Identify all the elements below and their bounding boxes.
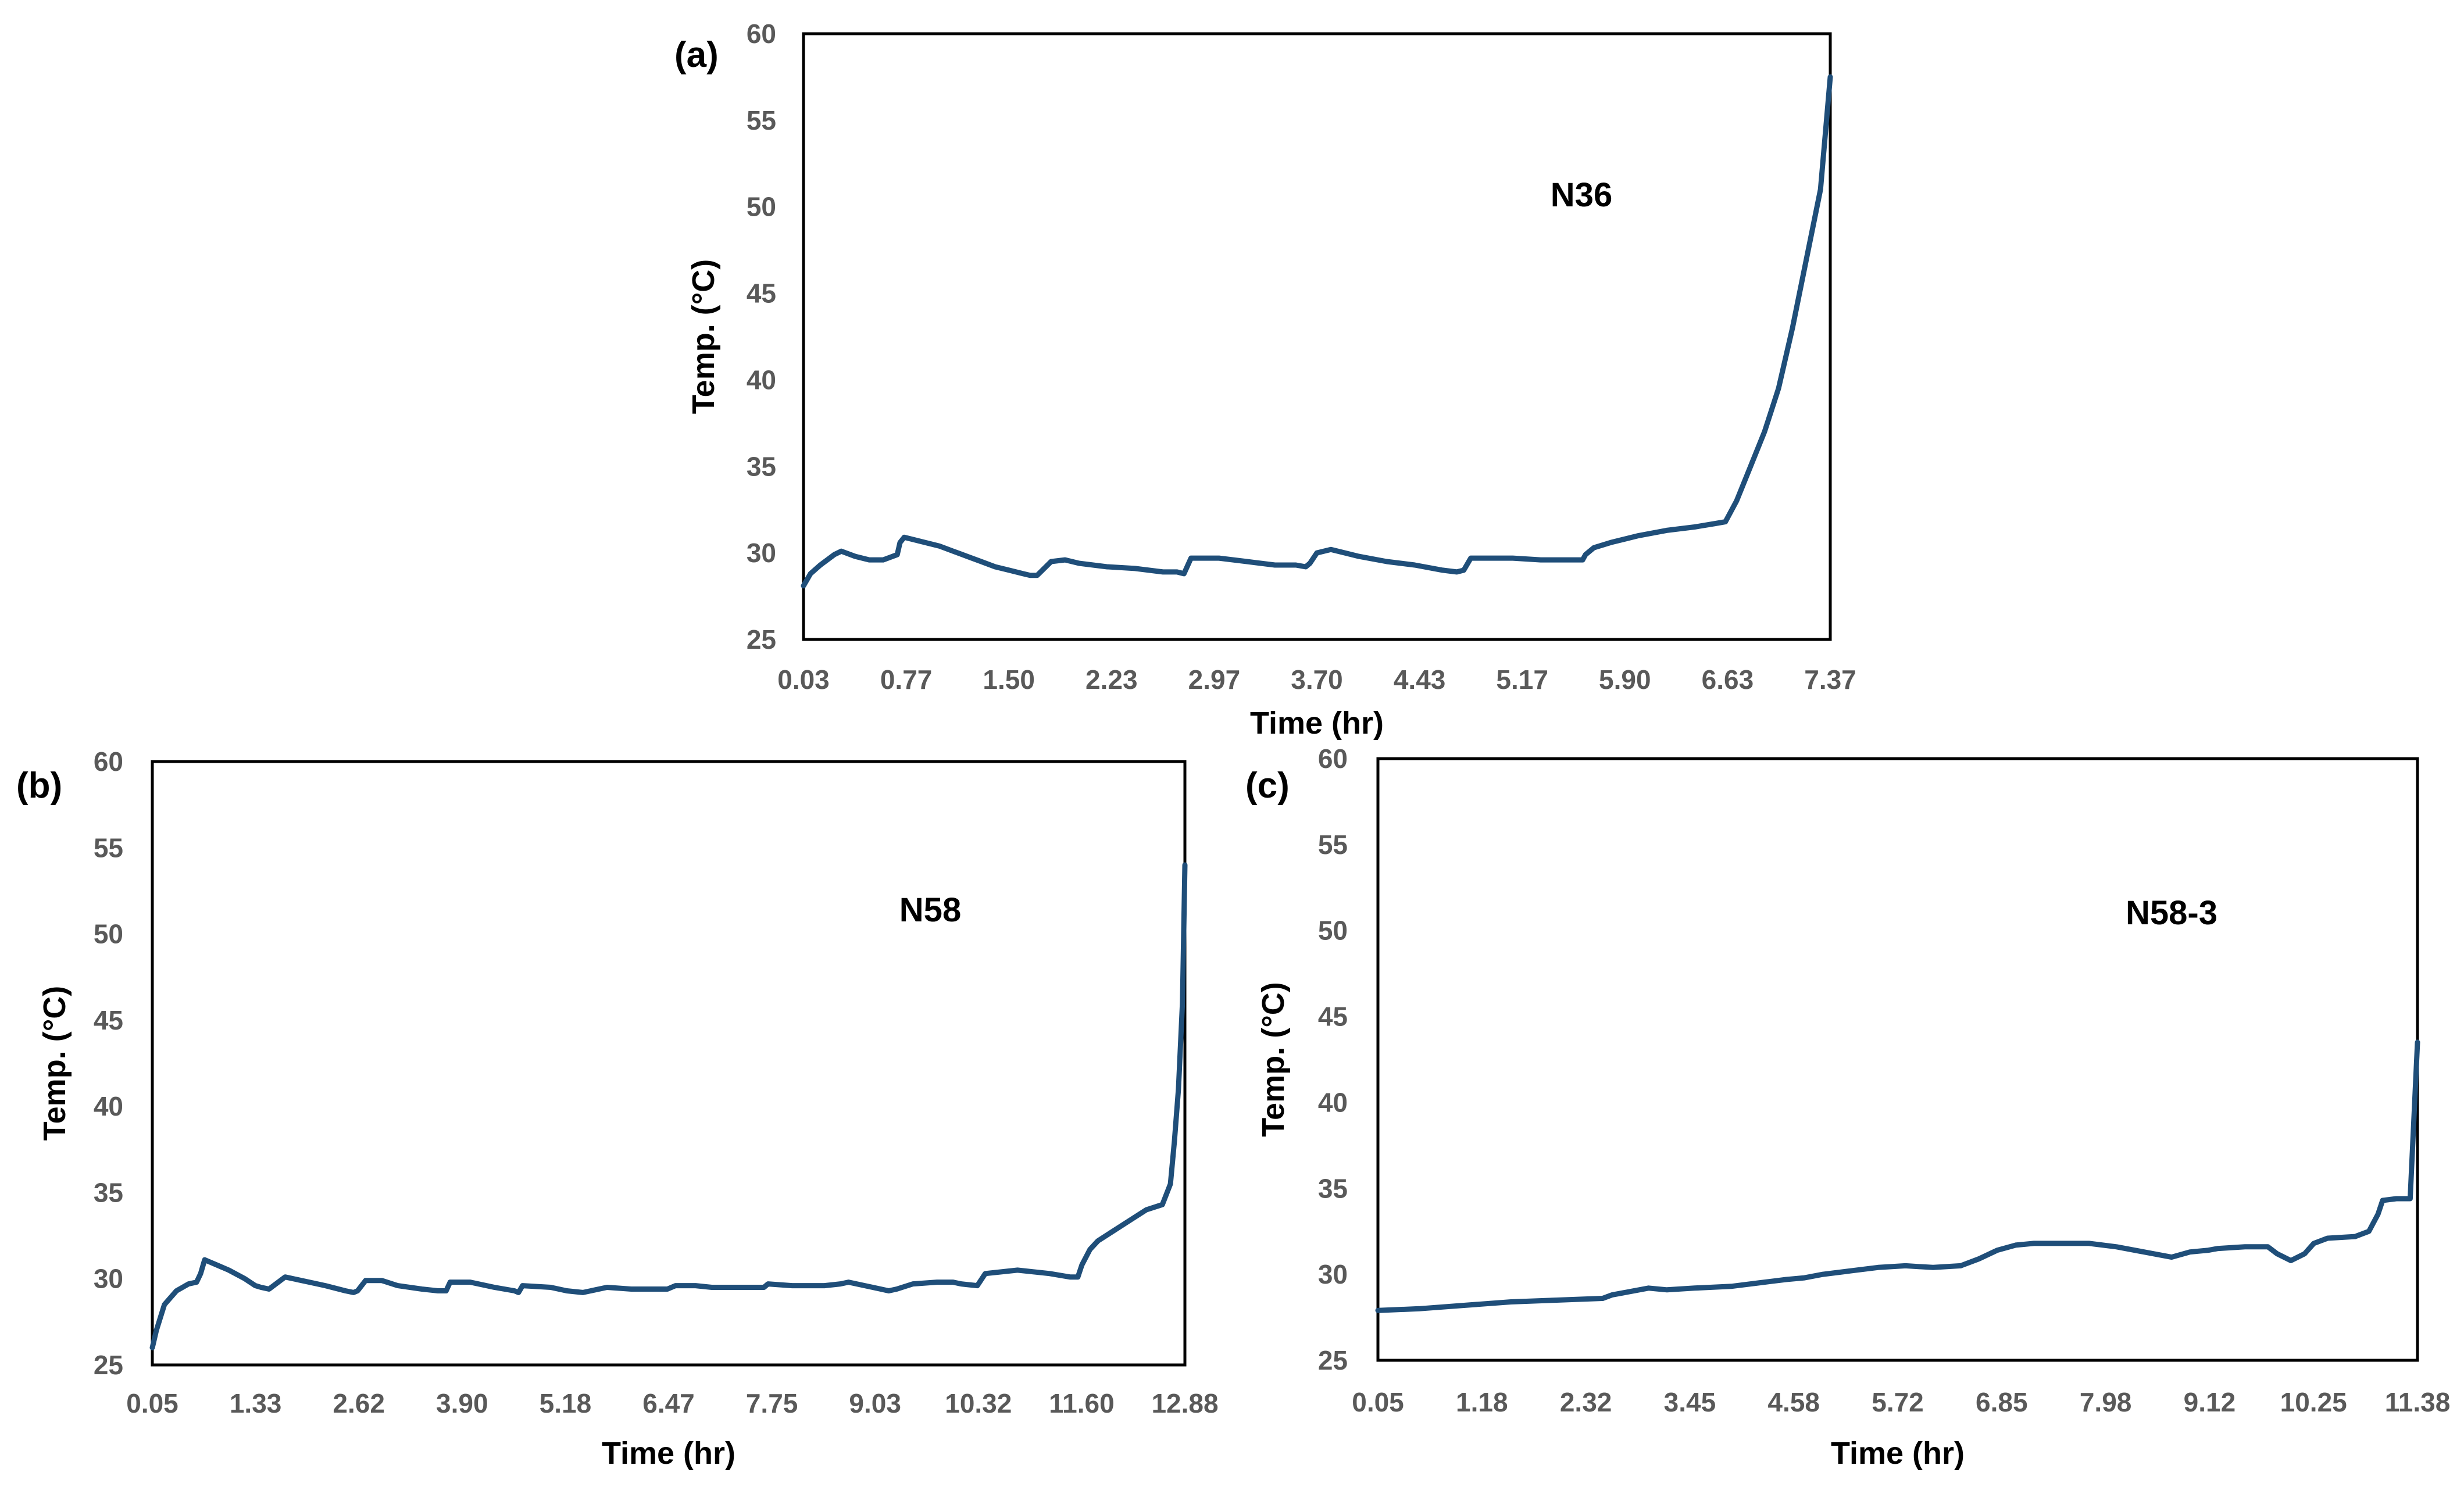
- chart1-x-axis-title: Time (hr): [602, 1436, 735, 1471]
- chart1-y-tick-label: 35: [94, 1177, 123, 1207]
- chart0-y-tick-label: 60: [747, 19, 776, 49]
- chart1-y-axis-title: Temp. (°C): [37, 986, 72, 1141]
- chart2-x-tick-label: 4.58: [1767, 1387, 1820, 1417]
- chart1-y-tick-label: 25: [94, 1350, 123, 1380]
- chart1-panel-label: (b): [16, 766, 62, 806]
- chart0-x-axis-title: Time (hr): [1250, 706, 1384, 741]
- chart2-y-tick-label: 50: [1318, 916, 1348, 946]
- chart1-x-tick-label: 0.05: [126, 1388, 178, 1418]
- chart0-plot-frame: [802, 32, 1832, 641]
- chart0-x-tick-label: 1.50: [983, 664, 1035, 695]
- chart1-series-line: [149, 862, 1188, 1350]
- chart2-series-line: [1375, 1039, 2420, 1313]
- chart2-x-tick-label: 7.98: [2080, 1387, 2132, 1417]
- chart0-y-tick-label: 50: [747, 192, 776, 222]
- chart0-y-axis-title: Temp. (°C): [686, 259, 721, 414]
- chart2-x-tick-label: 0.05: [1352, 1387, 1404, 1417]
- chart0-x-tick-label: 3.70: [1291, 664, 1343, 695]
- chart0-x-tick-label: 5.17: [1496, 664, 1548, 695]
- chart1-x-tick-label: 10.32: [945, 1388, 1012, 1418]
- chart1-x-tick-label: 1.33: [230, 1388, 282, 1418]
- chart2-plot-frame: [1376, 757, 2419, 1362]
- chart1-x-tick-label: 11.60: [1049, 1388, 1115, 1418]
- chart1-y-tick-label: 45: [94, 1005, 123, 1035]
- chart0-series-line: [801, 74, 1833, 589]
- chart2-x-tick-label: 3.45: [1664, 1387, 1716, 1417]
- chart1-plot-frame: [151, 760, 1187, 1367]
- chart0-x-tick-label: 5.90: [1599, 664, 1651, 695]
- chart1-x-tick-label: 6.47: [642, 1388, 695, 1418]
- chart1-x-tick-label: 12.88: [1151, 1388, 1218, 1418]
- chart2-x-tick-label: 5.72: [1872, 1387, 1924, 1417]
- chart2-y-axis-title: Temp. (°C): [1256, 982, 1291, 1137]
- chart2: 25 30 35 40 45 50 55 60 0.05 1.18 2.32 3.45 4.58 5.72…: [1245, 744, 2450, 1471]
- chart2-y-tick-label: 30: [1318, 1259, 1348, 1289]
- chart2-y-tick-label: 35: [1318, 1173, 1348, 1203]
- chart2-y-tick-label: 60: [1318, 744, 1348, 774]
- chart0-y-tick-label: 30: [747, 538, 776, 568]
- chart0-x-tick-label: 0.77: [880, 664, 933, 695]
- chart1-y-tick-label: 30: [94, 1264, 123, 1294]
- chart0-x-tick-label: 7.37: [1804, 664, 1856, 695]
- chart1-y-tick-label: 55: [94, 832, 123, 863]
- chart2-x-tick-label: 9.12: [2184, 1387, 2236, 1417]
- chart1-x-tick-label: 3.90: [436, 1388, 488, 1418]
- chart0-x-tick-label: 6.63: [1702, 664, 1754, 695]
- chart2-y-tick-label: 55: [1318, 830, 1348, 860]
- chart0-x-tick-label: 4.43: [1394, 664, 1446, 695]
- chart0-y-tick-label: 45: [747, 278, 776, 309]
- chart0-x-tick-label: 0.03: [777, 664, 830, 695]
- chart0-y-tick-label: 55: [747, 105, 776, 135]
- chart0-y-tick-label: 35: [747, 451, 776, 481]
- chart2-x-tick-label: 1.18: [1456, 1387, 1508, 1417]
- chart1-series-label: N58: [899, 891, 961, 929]
- chart2-y-tick-label: 25: [1318, 1345, 1348, 1375]
- chart2-x-tick-label: 11.38: [2385, 1387, 2451, 1417]
- chart0-x-tick-label: 2.23: [1085, 664, 1138, 695]
- chart1-y-tick-label: 60: [94, 746, 123, 777]
- chart2-y-tick-label: 40: [1318, 1087, 1348, 1117]
- chart2-x-tick-label: 10.25: [2280, 1387, 2347, 1417]
- chart0-x-tick-label: 2.97: [1188, 664, 1241, 695]
- chart0-y-tick-label: 25: [747, 624, 776, 655]
- chart1-x-tick-label: 5.18: [540, 1388, 592, 1418]
- chart0-series-label: N36: [1551, 176, 1612, 214]
- chart0: 25 30 35 40 45 50 55 60 0.03 0.77 1.50 2.23 2.97 3.70…: [674, 19, 1856, 741]
- chart1-x-tick-label: 7.75: [746, 1388, 798, 1418]
- chart0-y-tick-label: 40: [747, 364, 776, 395]
- chart2-x-tick-label: 2.32: [1560, 1387, 1612, 1417]
- chart1-y-tick-label: 40: [94, 1091, 123, 1121]
- chart1: 25 30 35 40 45 50 55 60 0.05 1.33 2.62 3.90 5.18 6.47…: [16, 746, 1219, 1471]
- chart2-y-tick-label: 45: [1318, 1002, 1348, 1032]
- chart1-y-tick-label: 50: [94, 919, 123, 949]
- chart2-series-label: N58-3: [2126, 894, 2217, 932]
- chart1-x-tick-label: 9.03: [849, 1388, 901, 1418]
- chart1-x-tick-label: 2.62: [333, 1388, 385, 1418]
- chart2-panel-label: (c): [1245, 766, 1290, 806]
- chart0-panel-label: (a): [674, 35, 719, 75]
- chart2-x-axis-title: Time (hr): [1831, 1436, 1965, 1471]
- chart2-x-tick-label: 6.85: [1976, 1387, 2028, 1417]
